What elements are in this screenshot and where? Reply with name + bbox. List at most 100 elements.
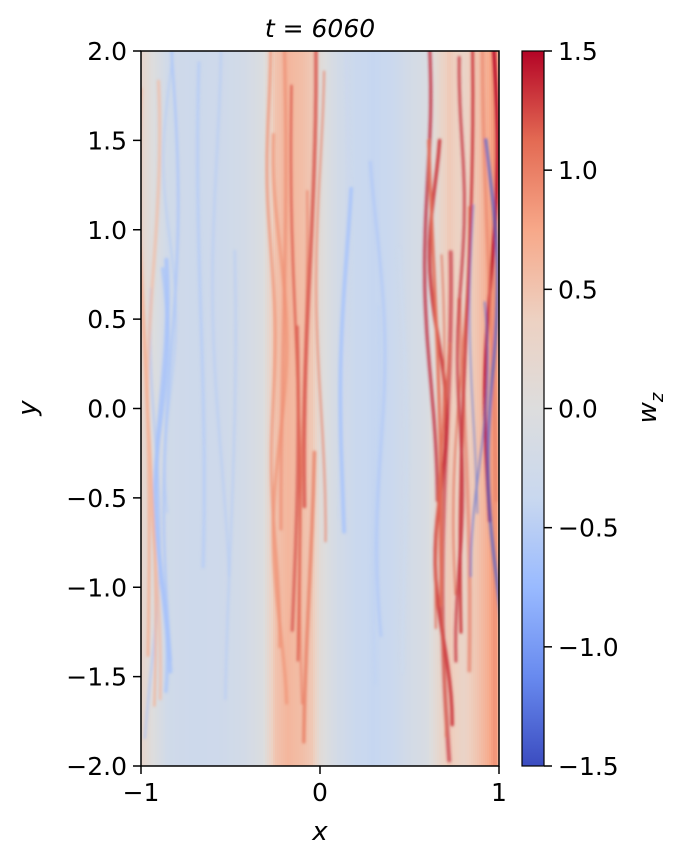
field-column	[359, 51, 362, 766]
field-column	[427, 51, 430, 766]
field-column	[469, 51, 472, 766]
field-column	[289, 51, 292, 766]
vorticity-streaks	[141, 51, 499, 763]
field-column	[179, 51, 182, 766]
x-axis-label: x	[311, 817, 328, 847]
field-column	[313, 51, 316, 766]
field-column	[255, 51, 258, 766]
field-column	[261, 51, 264, 766]
colorbar-tick-label: −1.5	[558, 752, 619, 781]
field-column	[269, 51, 272, 766]
field-column	[343, 51, 346, 766]
y-tick-label: 1.5	[87, 126, 127, 155]
field-column	[363, 51, 366, 766]
vorticity-streak	[265, 51, 282, 649]
vorticity-streak	[480, 51, 498, 503]
field-column	[231, 51, 234, 766]
field-column	[189, 51, 192, 766]
field-column	[287, 51, 290, 766]
field-column	[257, 51, 260, 766]
field-column	[259, 51, 262, 766]
field-column	[387, 51, 390, 766]
field-column	[221, 51, 224, 766]
field-column	[195, 51, 198, 766]
y-tick-label: 1.0	[87, 216, 127, 245]
field-column	[187, 51, 190, 766]
field-column	[241, 51, 244, 766]
field-column	[171, 51, 174, 766]
vorticity-streak	[279, 51, 288, 531]
field-column	[397, 51, 400, 766]
field-column	[333, 51, 336, 766]
vorticity-streak	[372, 305, 382, 685]
field-column	[317, 51, 320, 766]
field-column	[449, 51, 452, 766]
field-column	[247, 51, 250, 766]
field-column	[223, 51, 226, 766]
field-column	[417, 51, 420, 766]
field-column	[227, 51, 230, 766]
field-column	[361, 51, 364, 766]
field-column	[169, 51, 172, 766]
plot-area	[141, 51, 499, 766]
colorbar-label: wz	[633, 392, 668, 423]
field-column	[337, 51, 340, 766]
field-column	[327, 51, 330, 766]
field-column	[455, 51, 458, 766]
field-column	[411, 51, 414, 766]
field-column	[315, 51, 318, 766]
field-column	[371, 51, 374, 766]
vorticity-streak	[162, 51, 180, 662]
field-column	[395, 51, 398, 766]
field-column	[265, 51, 268, 766]
field-column	[375, 51, 378, 766]
field-column	[465, 51, 468, 766]
field-column	[213, 51, 216, 766]
field-column	[367, 51, 370, 766]
field-column	[385, 51, 388, 766]
field-column	[325, 51, 328, 766]
field-column	[355, 51, 358, 766]
y-axis: 2.0 1.5 1.0 0.5 0.0 −0.5 −1.0 −1.5 −2.0	[66, 37, 141, 781]
field-column	[335, 51, 338, 766]
field-column	[423, 51, 426, 766]
field-column	[391, 51, 394, 766]
field-column	[435, 51, 438, 766]
y-tick-label: −2.0	[66, 752, 127, 781]
field-column	[365, 51, 368, 766]
field-column	[307, 51, 310, 766]
vorticity-streak	[338, 186, 354, 534]
field-column	[425, 51, 428, 766]
vorticity-streak	[211, 51, 231, 578]
field-column	[291, 51, 294, 766]
colorbar-gradient	[521, 50, 545, 767]
colorbar-tick-label: −0.5	[558, 514, 619, 543]
field-column	[197, 51, 200, 766]
field-column	[393, 51, 396, 766]
vorticity-streak	[422, 51, 440, 503]
vorticity-streak	[468, 204, 479, 514]
vorticity-streak	[314, 70, 327, 543]
x-tick-label: 1	[491, 778, 507, 807]
field-column	[477, 51, 480, 766]
field-column	[285, 51, 288, 766]
vorticity-streak	[469, 301, 489, 578]
vorticity-streak	[302, 51, 318, 509]
x-tick-label: −1	[123, 778, 160, 807]
field-column	[401, 51, 404, 766]
field-column	[309, 51, 312, 766]
field-column	[451, 51, 454, 766]
chart-title: t = 6060	[265, 14, 375, 43]
field-column	[357, 51, 360, 766]
field-column	[275, 51, 278, 766]
field-column	[399, 51, 402, 766]
y-tick-label: 0.5	[87, 305, 127, 334]
vorticity-streak	[143, 287, 162, 740]
field-column	[419, 51, 422, 766]
colorbar: 1.5 1.0 0.5 0.0 −0.5 −1.0 −1.5 wz	[521, 37, 668, 781]
field-column	[321, 51, 324, 766]
field-column	[415, 51, 418, 766]
vorticity-streak	[396, 246, 409, 674]
field-column	[199, 51, 202, 766]
field-column	[191, 51, 194, 766]
